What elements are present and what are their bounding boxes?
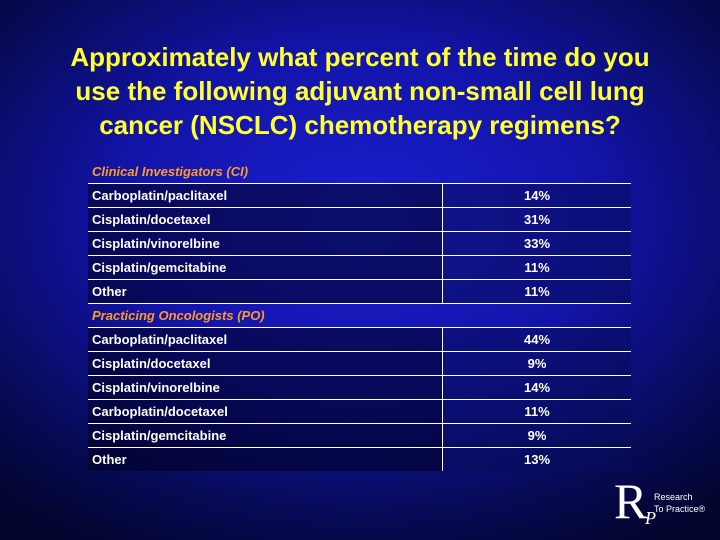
table-row: Cisplatin/docetaxel 9% bbox=[88, 351, 631, 376]
title-line: use the following adjuvant non-small cel… bbox=[75, 76, 645, 106]
table-row: Cisplatin/vinorelbine 33% bbox=[88, 231, 631, 256]
regimen-label: Cisplatin/docetaxel bbox=[88, 351, 443, 376]
regimen-label: Carboplatin/paclitaxel bbox=[88, 183, 443, 208]
percent-value: 14% bbox=[442, 183, 631, 208]
regimen-label: Other bbox=[88, 447, 443, 471]
percent-value: 9% bbox=[442, 351, 631, 376]
logo-text-line1: Research bbox=[654, 492, 693, 502]
logo-text-line2: To Practice® bbox=[654, 504, 706, 514]
regimen-label: Other bbox=[88, 279, 443, 304]
percent-value: 33% bbox=[442, 231, 631, 256]
regimen-label: Carboplatin/paclitaxel bbox=[88, 327, 443, 352]
percent-value: 9% bbox=[442, 423, 631, 448]
percent-value: 14% bbox=[442, 375, 631, 400]
regimen-label: Cisplatin/gemcitabine bbox=[88, 255, 443, 280]
table-row: Cisplatin/docetaxel 31% bbox=[88, 207, 631, 232]
table-row: Carboplatin/docetaxel 11% bbox=[88, 399, 631, 424]
section-heading: Practicing Oncologists (PO) bbox=[88, 303, 631, 328]
table-row: Other 11% bbox=[88, 279, 631, 304]
title-line: cancer (NSCLC) chemotherapy regimens? bbox=[99, 110, 621, 140]
table-row: Cisplatin/gemcitabine 11% bbox=[88, 255, 631, 280]
table-row: Cisplatin/gemcitabine 9% bbox=[88, 423, 631, 448]
table-row: Carboplatin/paclitaxel 14% bbox=[88, 183, 631, 208]
regimen-table: Clinical Investigators (CI) Carboplatin/… bbox=[88, 160, 631, 471]
regimen-label: Cisplatin/vinorelbine bbox=[88, 231, 443, 256]
percent-value: 11% bbox=[442, 279, 631, 304]
table-row: Other 13% bbox=[88, 447, 631, 471]
regimen-label: Carboplatin/docetaxel bbox=[88, 399, 443, 424]
regimen-label: Cisplatin/docetaxel bbox=[88, 207, 443, 232]
section-header-ci: Clinical Investigators (CI) bbox=[88, 160, 631, 184]
title-line: Approximately what percent of the time d… bbox=[70, 42, 650, 72]
regimen-label: Cisplatin/vinorelbine bbox=[88, 375, 443, 400]
table-row: Cisplatin/vinorelbine 14% bbox=[88, 375, 631, 400]
percent-value: 11% bbox=[442, 399, 631, 424]
percent-value: 44% bbox=[442, 327, 631, 352]
slide-title: Approximately what percent of the time d… bbox=[20, 40, 700, 142]
table-row: Carboplatin/paclitaxel 44% bbox=[88, 327, 631, 352]
logo-letter-p: P bbox=[645, 508, 656, 528]
percent-value: 11% bbox=[442, 255, 631, 280]
section-header-po: Practicing Oncologists (PO) bbox=[88, 303, 631, 328]
percent-value: 31% bbox=[442, 207, 631, 232]
percent-value: 13% bbox=[442, 447, 631, 471]
section-heading: Clinical Investigators (CI) bbox=[88, 160, 631, 184]
logo-letter-r: R bbox=[614, 473, 648, 529]
regimen-label: Cisplatin/gemcitabine bbox=[88, 423, 443, 448]
research-to-practice-logo: R P Research To Practice® bbox=[614, 473, 710, 534]
